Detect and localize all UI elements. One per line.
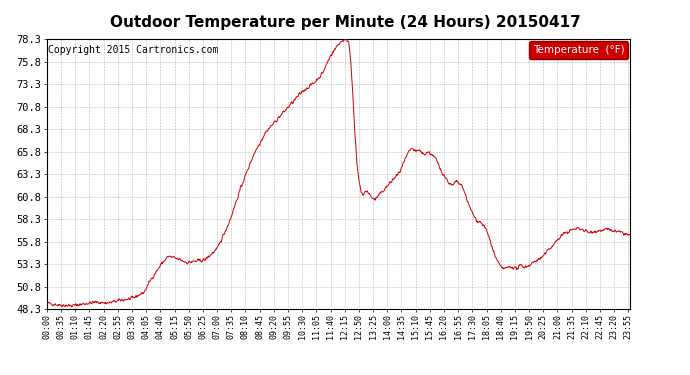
Text: Outdoor Temperature per Minute (24 Hours) 20150417: Outdoor Temperature per Minute (24 Hours… xyxy=(110,15,580,30)
Text: Copyright 2015 Cartronics.com: Copyright 2015 Cartronics.com xyxy=(48,45,219,55)
Legend: Temperature  (°F): Temperature (°F) xyxy=(529,42,628,59)
